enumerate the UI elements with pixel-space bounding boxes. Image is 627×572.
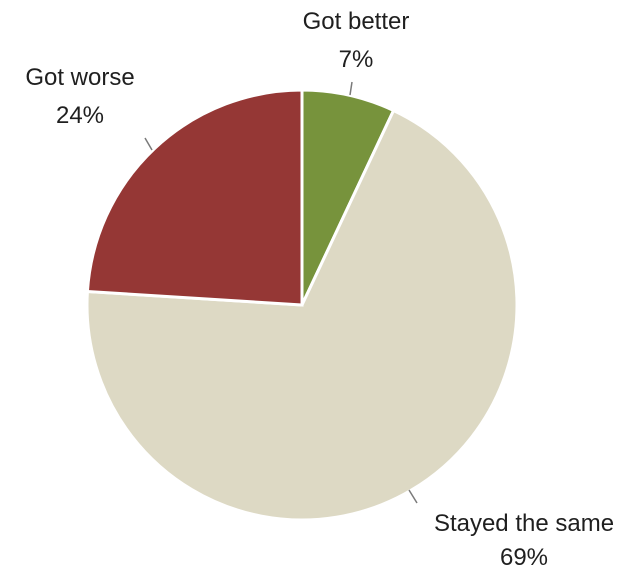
label-got-worse-percent: 24% [56, 102, 104, 129]
slice-stayed-the-same [85, 108, 519, 522]
leader-got-worse [144, 137, 153, 151]
label-stayed-same-percent: 69% [500, 544, 548, 571]
leader-got-better [349, 81, 353, 96]
leader-stayed-same [408, 489, 418, 504]
label-stayed-same-name: Stayed the same [434, 510, 614, 537]
slice-got-worse [85, 88, 304, 307]
leader-lines [144, 81, 418, 504]
label-got-better-percent: 7% [339, 46, 374, 73]
label-got-worse-name: Got worse [25, 64, 134, 91]
pie-slices [85, 88, 519, 522]
label-got-better-name: Got better [303, 8, 410, 35]
